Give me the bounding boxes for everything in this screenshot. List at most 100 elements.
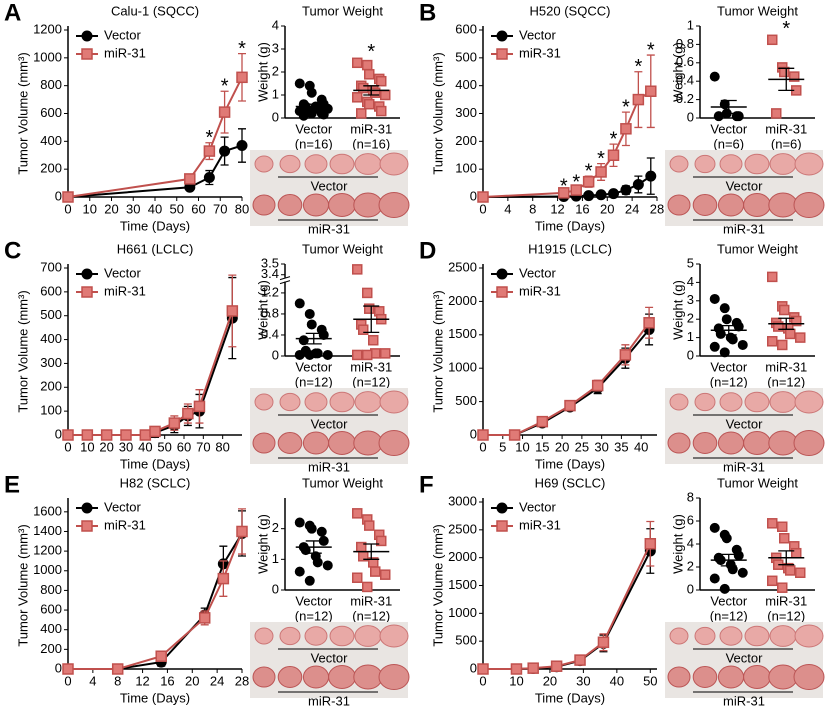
y-tick-label: 1 — [272, 86, 279, 101]
category-note: (n=16) — [295, 136, 333, 151]
x-tick-label: 0 — [64, 201, 71, 216]
tumor — [744, 153, 770, 175]
y-tick-label: 5 — [687, 255, 694, 270]
marker — [368, 334, 379, 346]
marker — [203, 172, 215, 184]
tumor — [279, 626, 301, 646]
sem-bar — [720, 99, 737, 115]
marker — [550, 660, 563, 672]
category-label: miR-31 — [765, 593, 807, 608]
sem-bar — [305, 332, 322, 345]
y-tick-label: 200 — [455, 133, 477, 148]
y-tick-label: 1000 — [448, 605, 477, 620]
marker — [719, 303, 730, 314]
y-tick-label: 600 — [40, 283, 62, 298]
tumor — [254, 627, 274, 645]
tumor — [302, 431, 330, 455]
category-note: (n=12) — [352, 608, 390, 623]
tumor — [378, 430, 410, 456]
x-tick-label: 50 — [643, 673, 657, 688]
tumor — [328, 193, 356, 217]
x-tick-label: 10 — [80, 439, 94, 454]
marker — [81, 429, 94, 441]
y-tick-label: 400 — [40, 133, 62, 148]
x-tick-label: 4 — [504, 201, 511, 216]
y-axis-label: Weight (g) — [670, 280, 685, 340]
photo-label: miR-31 — [308, 459, 350, 474]
y-tick-label: 700 — [40, 259, 62, 274]
annotation: * — [647, 39, 655, 61]
y-tick-label: 500 — [455, 633, 477, 648]
marker — [709, 71, 720, 82]
category-note: (n=6) — [713, 136, 744, 151]
photo-label: Vector — [311, 178, 349, 193]
panel-letter: B — [419, 0, 436, 26]
tumor — [353, 664, 383, 690]
photo-label: Vector — [726, 178, 764, 193]
legend-marker — [81, 268, 93, 280]
x-tick-label: 16 — [160, 673, 174, 688]
photo-label: miR-31 — [723, 459, 765, 474]
tumor — [279, 392, 301, 412]
category-note: (n=12) — [295, 608, 333, 623]
marker — [510, 663, 523, 675]
y-axis-label: Tumor Volume (mm³) — [430, 524, 445, 646]
y-tick-label: 1600 — [33, 503, 62, 518]
category-label: miR-31 — [350, 359, 392, 374]
y-tick-label: 0 — [55, 660, 62, 675]
annotation: * — [585, 160, 593, 182]
x-tick-label: 40 — [148, 201, 162, 216]
legend-marker — [496, 502, 508, 514]
marker — [777, 339, 788, 351]
chart-title: H69 (SCLC) — [535, 475, 606, 490]
marker — [564, 399, 576, 412]
marker — [644, 538, 657, 550]
marker — [795, 332, 806, 343]
y-tick-label: 800 — [40, 582, 62, 597]
y-tick-label: 0 — [272, 109, 279, 124]
x-axis-label: Time (Days) — [535, 456, 605, 471]
marker — [737, 567, 748, 578]
series-line — [68, 317, 234, 436]
tumor — [669, 627, 689, 645]
y-tick-label: 2000 — [448, 549, 477, 564]
x-tick-label: 40 — [634, 439, 648, 454]
x-tick-label: 40 — [610, 673, 624, 688]
category-label: Vector — [295, 121, 333, 136]
marker — [767, 518, 778, 529]
marker — [193, 400, 206, 413]
x-tick-label: 10 — [509, 673, 523, 688]
panel-letter: A — [4, 0, 21, 26]
sem-bar — [778, 317, 795, 330]
tumor — [329, 153, 355, 175]
x-axis-label: Time (Days) — [120, 690, 190, 705]
tumor — [329, 391, 355, 413]
tumor — [694, 626, 716, 646]
legend-marker — [81, 286, 93, 298]
photo-label: miR-31 — [723, 693, 765, 708]
marker — [322, 349, 333, 360]
y-tick-label: 0.8 — [676, 36, 694, 51]
marker — [771, 108, 782, 119]
sem-bar — [363, 85, 380, 96]
y-tick-label: 200 — [40, 641, 62, 656]
marker — [527, 662, 539, 674]
legend-label: Vector — [519, 499, 557, 514]
annotation: * — [560, 176, 568, 198]
photo-label: Vector — [311, 650, 349, 665]
x-tick-label: 30 — [576, 673, 590, 688]
tumor — [744, 625, 770, 647]
y-tick-label: 1200 — [33, 21, 62, 36]
tumor — [328, 431, 356, 455]
y-tick-label: 0.4 — [261, 326, 279, 341]
x-axis-label: Time (Days) — [535, 218, 605, 233]
y-tick-label: 600 — [40, 105, 62, 120]
marker — [773, 321, 784, 332]
tumor — [794, 624, 824, 648]
y-tick-label: 2000 — [448, 293, 477, 308]
tumor — [353, 192, 383, 218]
legend-label: Vector — [519, 27, 557, 42]
legend-marker — [496, 30, 508, 42]
category-label: Vector — [710, 359, 748, 374]
marker — [352, 57, 363, 69]
